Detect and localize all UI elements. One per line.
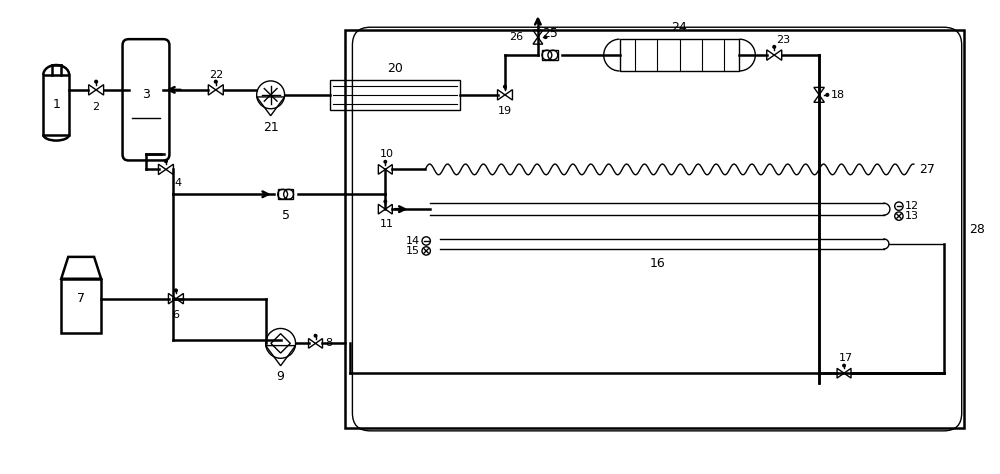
Circle shape — [314, 335, 317, 337]
Bar — [345, 30, 964, 428]
Text: 4: 4 — [175, 178, 182, 188]
Text: 24: 24 — [672, 21, 687, 34]
Circle shape — [544, 36, 547, 38]
Circle shape — [384, 161, 387, 163]
Text: 12: 12 — [905, 201, 919, 211]
Text: 9: 9 — [277, 370, 285, 383]
Text: 20: 20 — [387, 62, 403, 75]
Text: 10: 10 — [380, 149, 394, 159]
Bar — [542, 50, 558, 60]
Text: 6: 6 — [172, 310, 179, 319]
Text: 13: 13 — [905, 211, 919, 221]
Text: 19: 19 — [498, 106, 512, 116]
Bar — [43, 75, 69, 135]
Text: 27: 27 — [919, 163, 935, 176]
Text: 5: 5 — [282, 209, 290, 222]
Text: 7: 7 — [77, 292, 85, 305]
Text: 1: 1 — [52, 98, 60, 111]
Bar — [61, 279, 101, 333]
Circle shape — [384, 200, 387, 203]
Text: 11: 11 — [380, 219, 394, 229]
Circle shape — [773, 46, 776, 48]
Text: 21: 21 — [263, 121, 279, 134]
Text: 22: 22 — [209, 70, 223, 80]
Circle shape — [843, 365, 845, 367]
Circle shape — [95, 80, 97, 83]
Text: 2: 2 — [93, 102, 100, 112]
Text: 28: 28 — [969, 223, 985, 236]
Circle shape — [826, 93, 829, 96]
Text: 15: 15 — [406, 246, 420, 256]
Circle shape — [175, 289, 177, 292]
Circle shape — [165, 160, 167, 163]
Text: 16: 16 — [649, 257, 665, 270]
Text: 18: 18 — [831, 90, 845, 100]
Text: 23: 23 — [776, 35, 790, 45]
Text: 17: 17 — [839, 353, 853, 363]
Text: 25: 25 — [542, 27, 558, 40]
Bar — [278, 189, 293, 199]
Text: 3: 3 — [142, 88, 150, 101]
Text: 14: 14 — [406, 236, 420, 246]
Bar — [620, 39, 739, 71]
Circle shape — [214, 80, 217, 83]
Bar — [330, 80, 460, 110]
Text: 8: 8 — [325, 338, 333, 348]
Text: 26: 26 — [509, 32, 523, 42]
Circle shape — [504, 85, 506, 88]
